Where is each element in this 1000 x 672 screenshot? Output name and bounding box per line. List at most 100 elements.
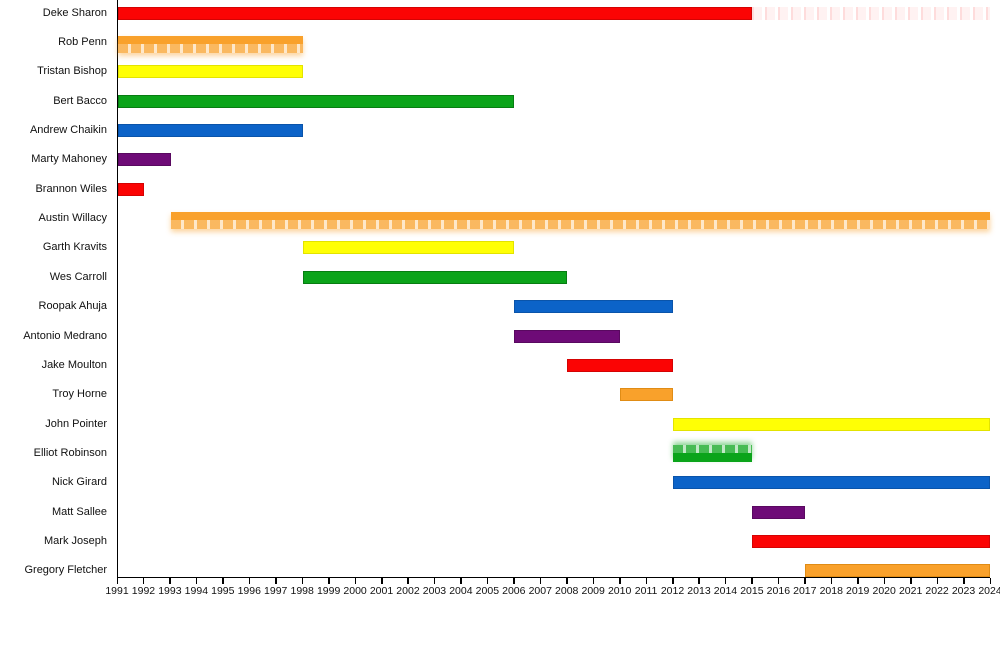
x-axis-tick — [513, 578, 515, 584]
row-label: Tristan Bishop — [37, 65, 107, 78]
timeline-bar — [672, 444, 753, 462]
x-axis-tick — [910, 578, 912, 584]
x-axis-tick — [672, 578, 674, 584]
x-axis-tick-label: 2007 — [528, 585, 552, 597]
timeline-bar — [567, 358, 673, 372]
x-axis-tick-label: 2015 — [740, 585, 764, 597]
plot-area — [117, 0, 990, 578]
x-axis-tick — [381, 578, 383, 584]
row-label: Gregory Fletcher — [24, 564, 107, 577]
row-label: Jake Moulton — [41, 358, 107, 371]
x-axis-tick — [407, 578, 409, 584]
row-label: Nick Girard — [51, 476, 107, 489]
x-axis: 1991 1992 1993 1994 1995 1996 1997 1998 1999 2000… — [105, 578, 1000, 608]
timeline-bar — [805, 564, 990, 578]
timeline-bar — [118, 123, 303, 137]
x-axis-tick — [645, 578, 648, 584]
x-axis-tick-label: 1993 — [158, 585, 182, 597]
x-axis-tick-label: 1998 — [290, 585, 314, 597]
x-axis-tick — [619, 578, 621, 584]
x-axis-tick-label: 2000 — [343, 585, 367, 597]
y-axis-name-labels: Deke Sharon Rob Penn Tristan Bishop Bert Ba… — [0, 0, 110, 578]
x-axis-tick-label: 1999 — [316, 585, 341, 597]
row-label: Elliot Robinson — [33, 447, 107, 460]
x-axis-tick-label: 2020 — [872, 585, 896, 597]
x-axis-tick-label: 2003 — [422, 585, 447, 597]
x-axis-tick-label: 1994 — [184, 585, 209, 597]
timeline-bar — [514, 300, 673, 314]
x-axis-tick-label: 2010 — [607, 585, 632, 597]
timeline-bar — [672, 417, 990, 431]
x-axis-tick — [460, 578, 462, 584]
row-label: Mark Joseph — [44, 535, 107, 548]
x-axis-tick — [751, 578, 753, 584]
timeline-bar — [752, 505, 806, 519]
x-axis-tick — [883, 578, 886, 584]
x-axis-tick — [804, 578, 806, 584]
x-axis-tick-label: 2013 — [687, 585, 711, 597]
x-axis-tick-label: 1997 — [264, 585, 288, 597]
timeline-bar — [302, 270, 568, 284]
x-axis-tick — [433, 578, 436, 584]
timeline-bar — [514, 329, 621, 343]
x-axis-tick — [275, 578, 277, 584]
x-axis-tick-label: 2011 — [634, 585, 658, 597]
x-axis-tick-label: 2014 — [713, 585, 738, 597]
x-axis-tick-label: 2006 — [502, 585, 526, 597]
x-axis-tick — [698, 578, 700, 584]
x-axis-tick-label: 2008 — [555, 585, 579, 597]
row-label: Antonio Medrano — [23, 329, 107, 342]
x-axis-tick-label: 2023 — [951, 585, 976, 597]
x-axis-tick-label: 2001 — [369, 585, 394, 597]
row-label: Austin Willacy — [38, 212, 107, 225]
timeline-bar — [672, 476, 990, 490]
row-label: John Pointer — [45, 417, 107, 430]
x-axis-tick — [142, 578, 145, 584]
timeline-bar — [302, 241, 515, 255]
x-axis-tick-label: 2024 — [978, 585, 1000, 597]
x-axis-tick — [963, 578, 965, 584]
timeline-bar — [752, 6, 990, 20]
row-label: Deke Sharon — [42, 6, 107, 19]
x-axis-tick — [248, 578, 251, 584]
row-label: Wes Carroll — [49, 270, 107, 283]
timeline-bar — [118, 6, 753, 20]
x-axis-tick-label: 2022 — [925, 585, 949, 597]
timeline-bar — [620, 388, 673, 402]
x-axis-tick-label: 1995 — [211, 585, 235, 597]
x-axis-tick — [566, 578, 568, 584]
x-axis-tick — [328, 578, 330, 584]
row-label: Andrew Chaikin — [29, 123, 107, 136]
x-axis-tick-label: 2002 — [396, 585, 420, 597]
x-axis-tick — [222, 578, 224, 584]
x-axis-tick — [857, 578, 859, 584]
x-axis-tick-label: 1991 — [105, 585, 129, 597]
x-axis-tick — [830, 578, 833, 584]
row-label: Matt Sallee — [51, 505, 107, 518]
x-axis-tick-label: 2018 — [819, 585, 843, 597]
x-axis-tick-label: 1996 — [237, 585, 261, 597]
x-axis-tick-label: 2005 — [475, 585, 500, 597]
x-axis-tick-label: 2009 — [581, 585, 605, 597]
timeline-bar — [118, 35, 303, 53]
x-axis-tick — [592, 578, 595, 584]
timeline-bar — [118, 153, 171, 167]
x-axis-tick — [354, 578, 357, 584]
timeline-bar — [752, 535, 990, 549]
timeline-bar — [118, 94, 515, 108]
x-axis-tick-label: 2004 — [449, 585, 473, 597]
x-axis-tick — [195, 578, 198, 584]
row-label: Marty Mahoney — [31, 153, 107, 166]
row-label: Roopak Ahuja — [38, 300, 108, 313]
row-label: Troy Horne — [52, 388, 107, 401]
row-label: Bert Bacco — [53, 94, 107, 107]
x-axis-tick — [486, 578, 489, 584]
x-axis-tick — [539, 578, 542, 584]
timeline-bar — [170, 212, 990, 230]
x-axis-tick-label: 2017 — [793, 585, 817, 597]
x-axis-tick-label: 1992 — [131, 585, 156, 597]
x-axis-tick-label: 2016 — [766, 585, 791, 597]
row-label: Rob Penn — [58, 35, 107, 48]
x-axis-tick — [169, 578, 171, 584]
